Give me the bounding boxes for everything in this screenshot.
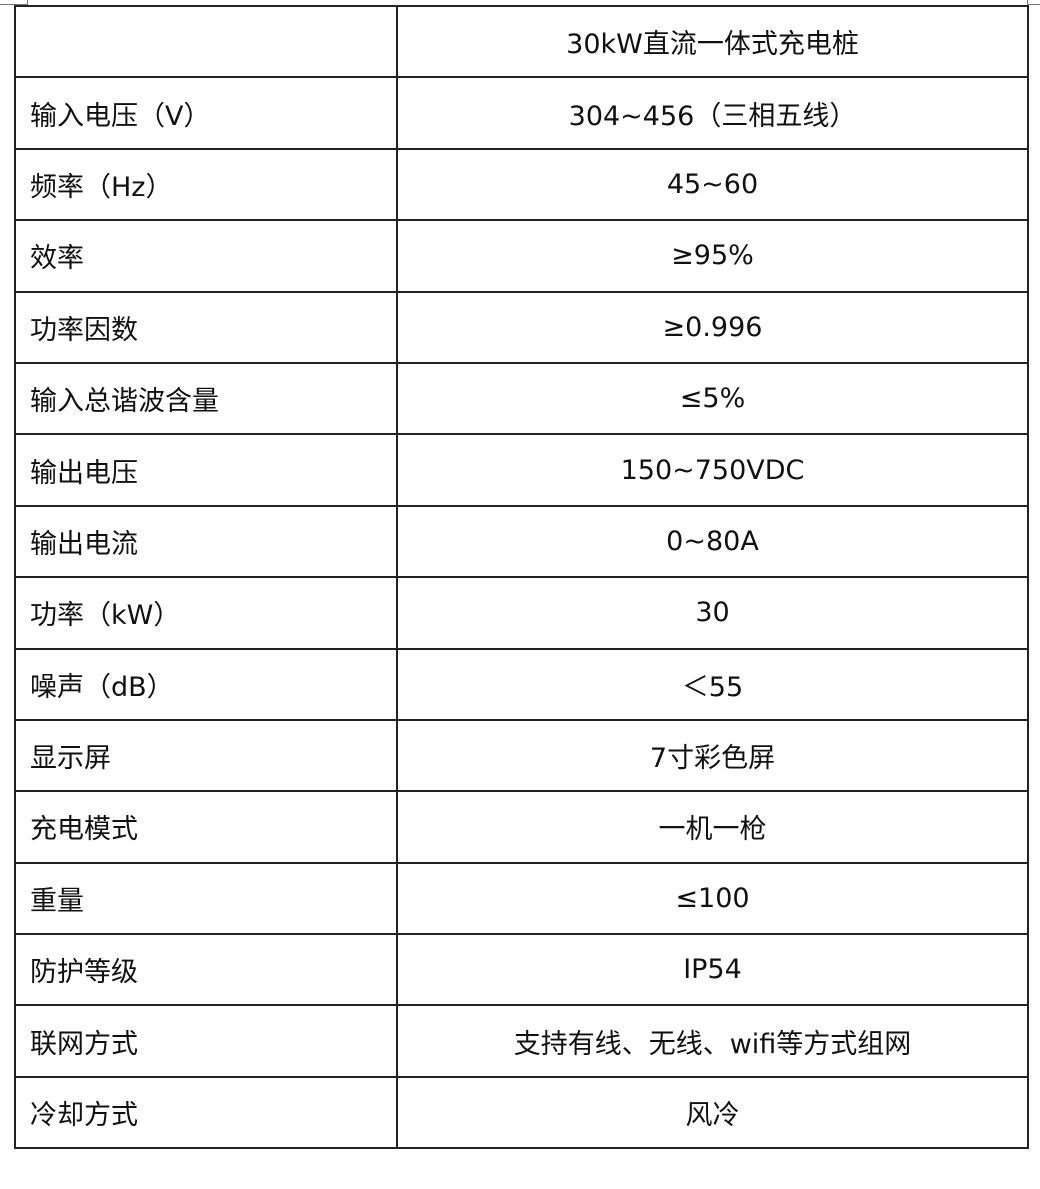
spec-value: ≤100 (396, 861, 1029, 936)
page-corner-mark (1028, 4, 1040, 5)
spec-label: 输出电流 (14, 504, 398, 579)
spec-value: ≥0.996 (396, 290, 1029, 364)
spec-label: 输入总谐波含量 (14, 361, 398, 436)
table-header-row: 30kW直流一体式充电桩 (14, 4, 1029, 79)
spec-table: 30kW直流一体式充电桩 输入电压（V） 304~456（三相五线） 频率（Hz） 4… (14, 4, 1029, 1150)
table-row: 效率 ≥95% (14, 219, 1029, 293)
table-row: 噪声（dB） ＜55 (14, 647, 1029, 721)
spec-label: 冷却方式 (14, 1075, 398, 1150)
page-corner-mark (27, 0, 28, 5)
table-row: 充电模式 一机一枪 (14, 790, 1029, 864)
spec-label: 效率 (14, 219, 398, 293)
page-corner-mark (1027, 0, 1028, 5)
page-corner-mark (0, 4, 27, 5)
spec-label: 显示屏 (14, 718, 398, 793)
table-row: 输出电压 150~750VDC (14, 433, 1029, 507)
spec-value: 风冷 (396, 1075, 1029, 1150)
table-row: 重量 ≤100 (14, 861, 1029, 936)
spec-label: 联网方式 (14, 1004, 398, 1078)
table-row: 输出电流 0~80A (14, 504, 1029, 579)
spec-value: 304~456（三相五线） (396, 76, 1029, 150)
spec-label: 重量 (14, 861, 398, 936)
spec-label: 功率（kW） (14, 576, 398, 650)
spec-label: 功率因数 (14, 290, 398, 364)
table-row: 功率（kW） 30 (14, 576, 1029, 650)
table-row: 防护等级 IP54 (14, 933, 1029, 1007)
spec-value: 30 (396, 576, 1029, 650)
spec-value: 支持有线、无线、wifi等方式组网 (396, 1004, 1029, 1078)
spec-value: ＜55 (396, 647, 1029, 721)
table-row: 频率（Hz） 45~60 (14, 147, 1029, 222)
spec-label: 频率（Hz） (14, 147, 398, 222)
table-row: 联网方式 支持有线、无线、wifi等方式组网 (14, 1004, 1029, 1078)
spec-value: ≥95% (396, 219, 1029, 293)
table-row: 显示屏 7寸彩色屏 (14, 718, 1029, 793)
spec-label: 输出电压 (14, 433, 398, 507)
header-cell (14, 4, 398, 79)
spec-label: 输入电压（V） (14, 76, 398, 150)
table-row: 输入电压（V） 304~456（三相五线） (14, 76, 1029, 150)
spec-value: 150~750VDC (396, 433, 1029, 507)
header-cell-product: 30kW直流一体式充电桩 (396, 4, 1029, 79)
spec-label: 充电模式 (14, 790, 398, 864)
spec-value: IP54 (396, 933, 1029, 1007)
spec-value: 7寸彩色屏 (396, 718, 1029, 793)
table-row: 冷却方式 风冷 (14, 1075, 1029, 1150)
spec-value: 一机一枪 (396, 790, 1029, 864)
spec-label: 噪声（dB） (14, 647, 398, 721)
spec-value: 45~60 (396, 147, 1029, 222)
spec-value: 0~80A (396, 504, 1029, 579)
spec-label: 防护等级 (14, 933, 398, 1007)
spec-value: ≤5% (396, 361, 1029, 436)
table-row: 输入总谐波含量 ≤5% (14, 361, 1029, 436)
table-row: 功率因数 ≥0.996 (14, 290, 1029, 364)
